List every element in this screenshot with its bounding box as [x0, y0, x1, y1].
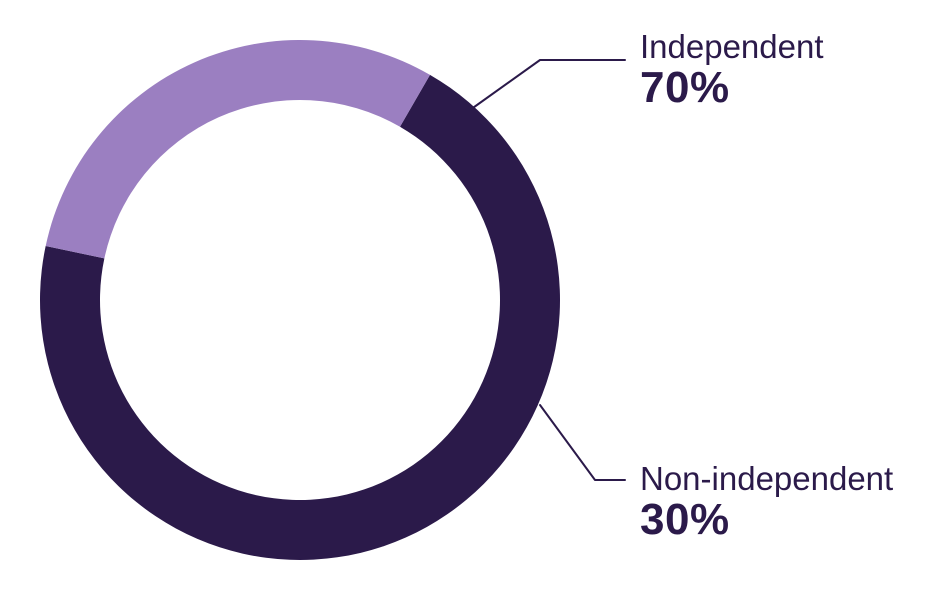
label-independent-value: 70% — [640, 65, 824, 111]
label-non_independent: Non-independent30% — [640, 462, 893, 543]
donut-slice-non_independent — [46, 40, 430, 258]
label-independent-name: Independent — [640, 30, 824, 65]
label-independent: Independent70% — [640, 30, 824, 111]
leader-line-non_independent — [540, 405, 625, 480]
donut-chart-container: Independent70% Non-independent30% — [0, 0, 949, 600]
label-non_independent-value: 30% — [640, 497, 893, 543]
label-non_independent-name: Non-independent — [640, 462, 893, 497]
leader-line-independent — [470, 60, 625, 110]
